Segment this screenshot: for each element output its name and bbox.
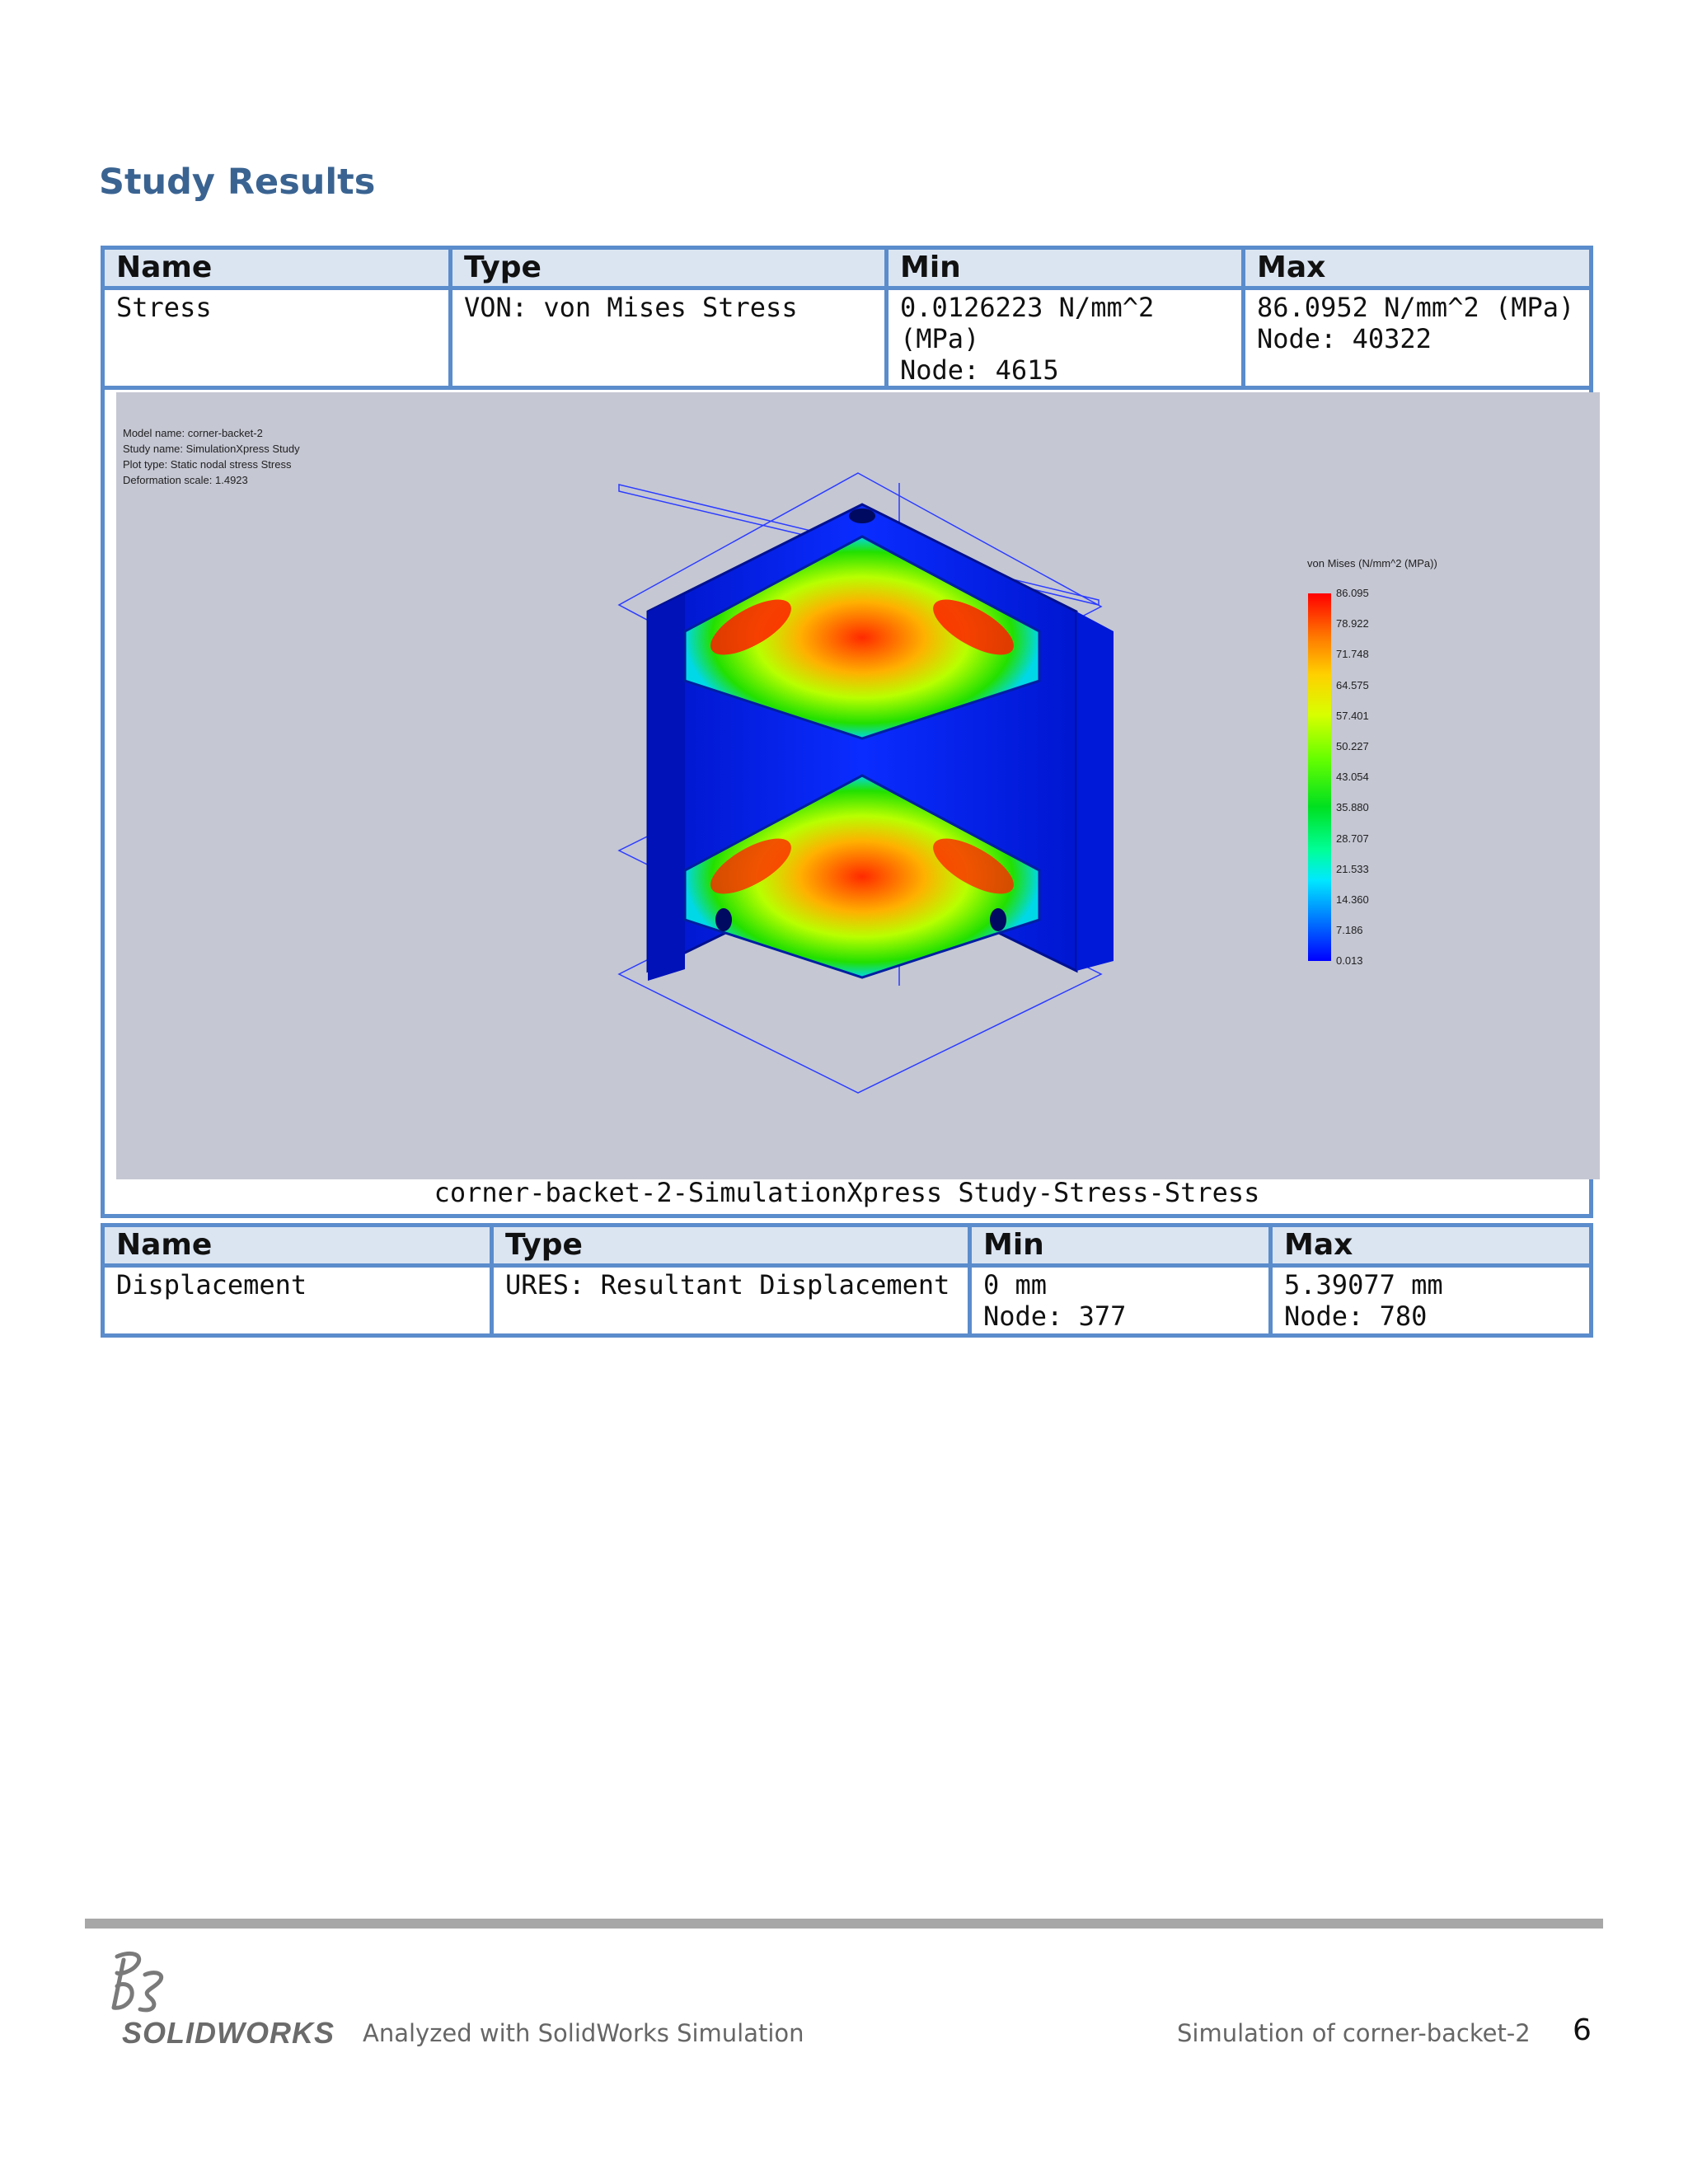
footer-left-text: Analyzed with SolidWorks Simulation xyxy=(363,2019,804,2047)
ds-logo-icon xyxy=(111,1951,164,2013)
legend-value: 43.054 xyxy=(1336,771,1369,784)
header-min: Min xyxy=(968,1223,1273,1268)
table-row: Displacement URES: Resultant Displacemen… xyxy=(101,1263,1593,1338)
footer-right-text: Simulation of corner-backet-2 xyxy=(1177,2019,1531,2047)
legend-value: 21.533 xyxy=(1336,862,1369,875)
max-node: Node: 780 xyxy=(1284,1301,1428,1332)
result-min: 0.0126223 N/mm^2 (MPa) Node: 4615 xyxy=(884,286,1245,390)
legend-value: 86.095 xyxy=(1336,587,1369,599)
min-node: Node: 4615 xyxy=(900,354,1059,386)
max-value: 86.0952 N/mm^2 (MPa) xyxy=(1257,292,1575,323)
header-max: Max xyxy=(1241,246,1593,290)
page-title: Study Results xyxy=(99,162,376,203)
stress-results-table: Name Type Min Max Stress VON: von Mises … xyxy=(101,246,1600,1218)
legend-value: 64.575 xyxy=(1336,678,1369,691)
legend-value: 57.401 xyxy=(1336,709,1369,722)
result-name: Stress xyxy=(101,286,452,390)
header-type: Type xyxy=(490,1223,972,1268)
legend-value: 71.748 xyxy=(1336,648,1369,661)
plot-deformation-scale: Deformation scale: 1.4923 xyxy=(123,474,248,486)
result-max: 5.39077 mm Node: 780 xyxy=(1268,1263,1593,1338)
legend-value: 78.922 xyxy=(1336,617,1369,630)
legend-value: 7.186 xyxy=(1336,924,1363,937)
plot-model-name: Model name: corner-backet-2 xyxy=(123,427,263,439)
header-min: Min xyxy=(884,246,1245,290)
legend-value: 35.880 xyxy=(1336,801,1369,814)
plot-study-name: Study name: SimulationXpress Study xyxy=(123,443,300,455)
header-type: Type xyxy=(448,246,889,290)
header-max: Max xyxy=(1268,1223,1593,1268)
min-value: 0.0126223 N/mm^2 (MPa) xyxy=(900,292,1155,354)
legend-value: 28.707 xyxy=(1336,832,1369,845)
plot-type: Plot type: Static nodal stress Stress xyxy=(123,458,292,471)
result-min: 0 mm Node: 377 xyxy=(968,1263,1273,1338)
solidworks-logo-text: SOLIDWORKS xyxy=(122,2016,335,2050)
legend-color-bar xyxy=(1308,593,1331,961)
legend-value: 14.360 xyxy=(1336,893,1369,906)
stress-plot-image: Model name: corner-backet-2 Study name: … xyxy=(116,392,1600,1179)
bracket-model-render xyxy=(617,472,1114,1094)
legend-value: 50.227 xyxy=(1336,739,1369,752)
result-max: 86.0952 N/mm^2 (MPa) Node: 40322 xyxy=(1241,286,1593,390)
page-number: 6 xyxy=(1573,2013,1592,2047)
table-row: Stress VON: von Mises Stress 0.0126223 N… xyxy=(101,286,1593,390)
legend-title: von Mises (N/mm^2 (MPa)) xyxy=(1307,557,1437,569)
max-value: 5.39077 mm xyxy=(1284,1269,1443,1301)
legend-labels: 86.095 78.922 71.748 64.575 57.401 50.22… xyxy=(1336,585,1369,983)
min-node: Node: 377 xyxy=(983,1301,1127,1332)
result-type: URES: Resultant Displacement xyxy=(490,1263,972,1338)
result-name: Displacement xyxy=(101,1263,494,1338)
min-value: 0 mm xyxy=(983,1269,1048,1301)
header-name: Name xyxy=(101,1223,494,1268)
plot-caption: corner-backet-2-SimulationXpress Study-S… xyxy=(434,1177,1260,1208)
plot-cell: Model name: corner-backet-2 Study name: … xyxy=(101,386,1600,1218)
header-name: Name xyxy=(101,246,452,290)
plot-meta: Model name: corner-backet-2 Study name: … xyxy=(123,425,300,488)
footer-divider xyxy=(85,1919,1603,1929)
max-node: Node: 40322 xyxy=(1257,323,1432,354)
legend-value: 0.013 xyxy=(1336,954,1363,968)
result-type: VON: von Mises Stress xyxy=(448,286,889,390)
displacement-results-table: Name Type Min Max Displacement URES: Res… xyxy=(101,1223,1593,1338)
